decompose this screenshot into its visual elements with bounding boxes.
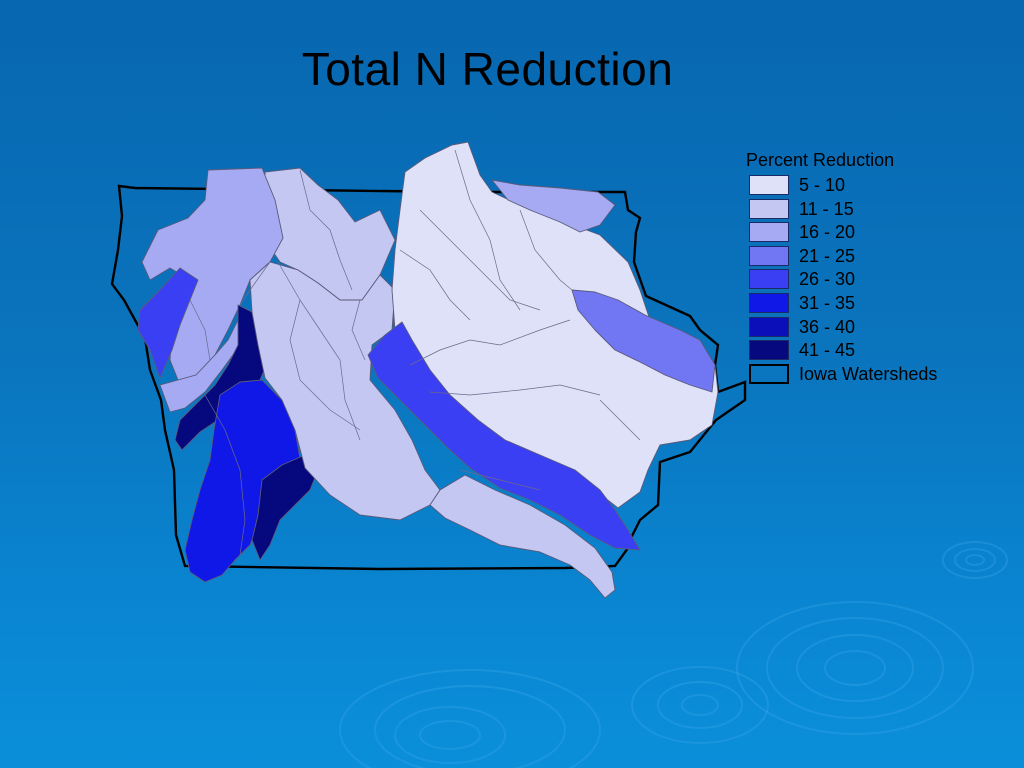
legend-label: 11 - 15: [799, 198, 854, 219]
legend-label: 31 - 35: [799, 292, 856, 313]
legend-swatch: [749, 269, 789, 290]
watershed-east-mid: [571, 289, 716, 393]
legend-item: 5 - 10: [746, 173, 986, 197]
legend-label: 5 - 10: [799, 175, 846, 195]
watershed-diagonal-central: [367, 321, 641, 551]
legend-title: Percent Reduction: [746, 150, 895, 170]
legend-item: 41 - 45: [746, 338, 986, 362]
legend-swatch: [749, 340, 789, 361]
legend-swatch: [749, 175, 789, 195]
legend-item: 16 - 20: [746, 220, 986, 244]
legend-item: 26 - 30: [746, 267, 986, 291]
watershed-central-west: [249, 261, 441, 521]
legend-swatch: [749, 198, 789, 219]
legend-swatch: [749, 292, 789, 313]
legend-swatch: [749, 222, 789, 243]
legend-swatch: [749, 316, 789, 337]
map-legend: Percent Reduction 5 - 10 11 - 15 16 - 20…: [746, 150, 986, 385]
legend-swatch: [749, 245, 789, 266]
legend-outline-swatch: [749, 363, 789, 384]
legend-item: 31 - 35: [746, 291, 986, 315]
watershed-southwest-small-dark: [251, 454, 319, 561]
legend-label: 41 - 45: [799, 340, 856, 361]
watershed-west-small: [137, 267, 199, 379]
watershed-northeast-corner: [491, 179, 616, 233]
legend-item: 11 - 15: [746, 197, 986, 221]
slide-title: Total N Reduction: [301, 43, 674, 95]
iowa-state-boundary: [110, 184, 747, 571]
legend-label: 36 - 40: [799, 316, 856, 337]
legend-item: 21 - 25: [746, 244, 986, 268]
legend-item: 36 - 40: [746, 315, 986, 339]
legend-label: 21 - 25: [799, 245, 856, 266]
legend-label: 26 - 30: [799, 269, 856, 290]
legend-label: 16 - 20: [799, 222, 856, 243]
subbasin-lines: [189, 149, 641, 556]
legend-label: Iowa Watersheds: [799, 363, 938, 384]
legend-item-watersheds: Iowa Watersheds: [746, 362, 986, 386]
watershed-south-central: [429, 474, 616, 599]
